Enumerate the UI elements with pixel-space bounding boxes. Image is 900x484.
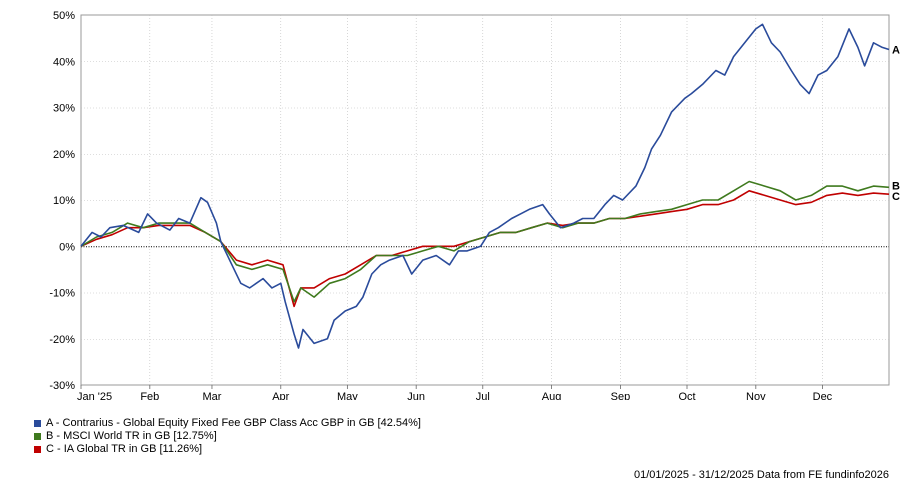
x-tick-label: Dec xyxy=(813,391,833,400)
legend-label-b: B - MSCI World TR in GB [12.75%] xyxy=(46,430,217,442)
gridlines xyxy=(80,14,890,386)
y-axis: -30% -20% -10% 0% 10% 20% 30% 40% 50% xyxy=(49,10,75,392)
series-line-c xyxy=(80,190,890,308)
legend-swatch-c xyxy=(34,446,41,453)
y-tick-label: 30% xyxy=(53,103,75,115)
y-tick-label: 20% xyxy=(53,149,75,161)
legend-label-a: A - Contrarius - Global Equity Fixed Fee… xyxy=(46,417,421,429)
legend-swatch-b xyxy=(34,433,41,440)
y-tick-label: 10% xyxy=(53,195,75,207)
x-tick-label: Apr xyxy=(272,391,289,400)
y-tick-label: 0% xyxy=(59,241,75,253)
x-tick-label: Jan '25 xyxy=(77,391,112,400)
y-tick-label: -10% xyxy=(49,288,75,300)
x-tick-label: Aug xyxy=(542,391,562,400)
series-lines xyxy=(80,23,890,349)
end-label-b: B xyxy=(892,180,900,192)
x-tick-label: Nov xyxy=(746,391,766,400)
x-tick-label: Mar xyxy=(202,391,221,400)
legend-item-c: C - IA Global TR in GB [11.26%] xyxy=(34,443,421,456)
x-tick-label: Jun xyxy=(407,391,425,400)
series-line-b xyxy=(80,180,890,303)
plot-frame xyxy=(80,14,890,386)
data-source: Data from FE fundinfo2026 xyxy=(756,469,889,481)
x-tick-label: May xyxy=(337,391,358,400)
x-tick-label: Oct xyxy=(678,391,695,400)
x-tick-label: Feb xyxy=(140,391,159,400)
legend-item-a: A - Contrarius - Global Equity Fixed Fee… xyxy=(34,417,421,430)
series-line-a xyxy=(80,23,890,349)
x-tick-label: Jul xyxy=(476,391,490,400)
end-label-c: C xyxy=(892,191,900,203)
series-end-labels: A BC xyxy=(892,45,900,204)
y-tick-label: 50% xyxy=(53,10,75,22)
legend: A - Contrarius - Global Equity Fixed Fee… xyxy=(34,417,421,456)
legend-swatch-a xyxy=(34,420,41,427)
date-range: 01/01/2025 - 31/12/2025 xyxy=(633,469,754,481)
y-tick-label: 40% xyxy=(53,56,75,68)
x-axis: Jan '25 Feb Mar Apr May Jun Jul Aug Sep Oct Nov Dec xyxy=(77,385,833,400)
y-tick-label: -30% xyxy=(49,380,75,392)
source-footer: 01/01/2025 - 31/12/2025 Data from FE fun… xyxy=(634,469,889,481)
legend-label-c: C - IA Global TR in GB [11.26%] xyxy=(46,443,203,455)
x-tick-label: Sep xyxy=(611,391,631,400)
performance-line-chart: -30% -20% -10% 0% 10% 20% 30% 40% 50% Jan '25 Feb… xyxy=(49,10,900,400)
legend-item-b: B - MSCI World TR in GB [12.75%] xyxy=(34,430,421,443)
y-tick-label: -20% xyxy=(49,334,75,346)
end-label-a: A xyxy=(892,45,900,57)
